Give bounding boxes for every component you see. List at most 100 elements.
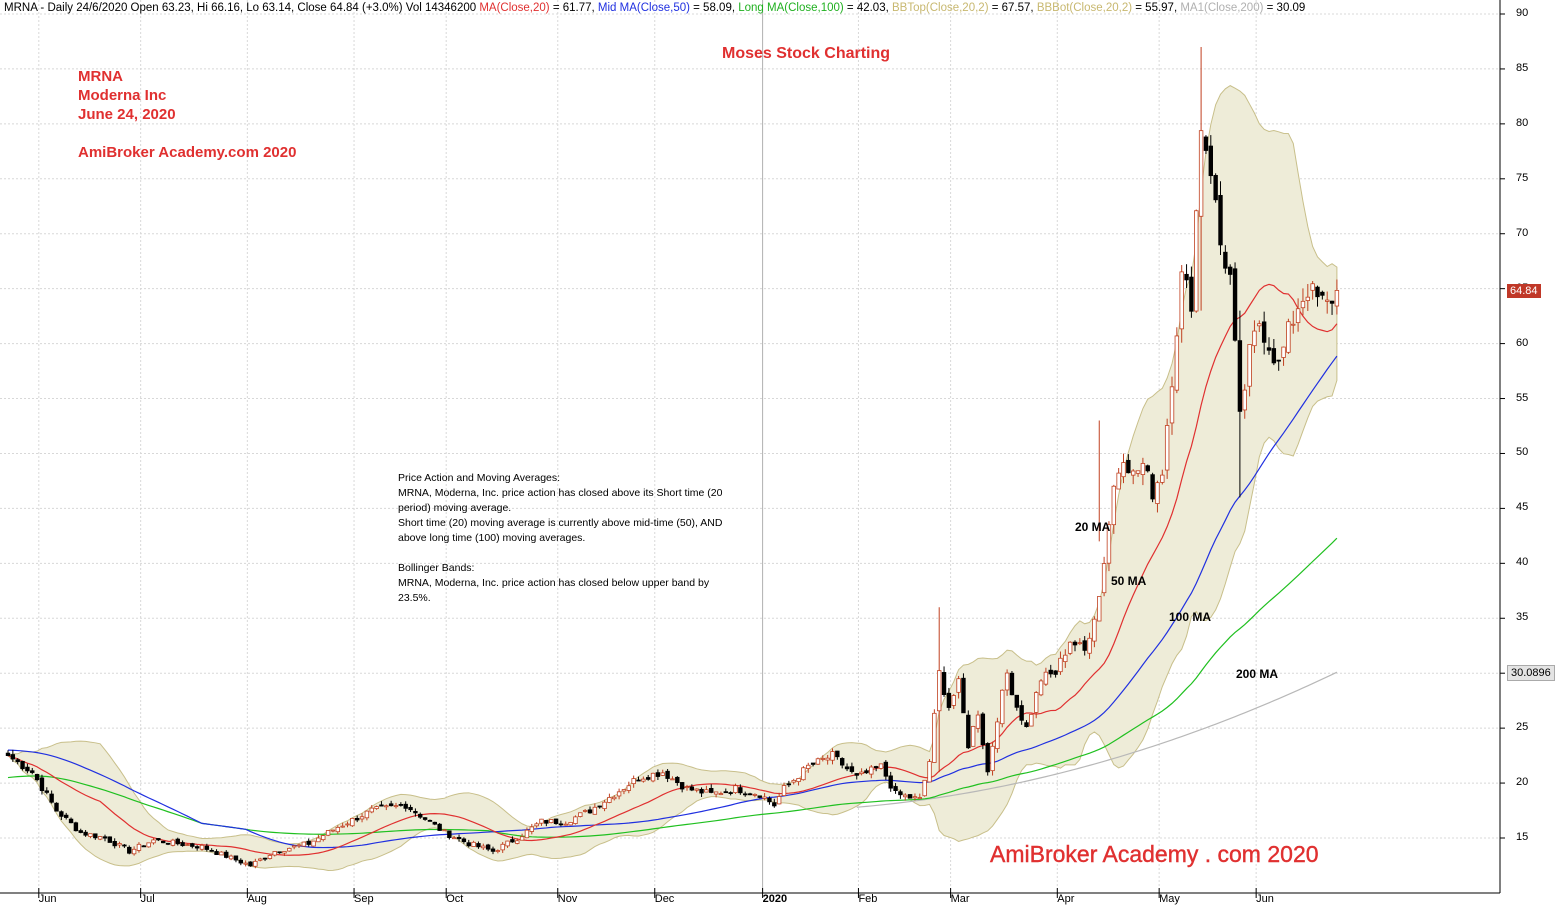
y-tick-label: 70 (1516, 226, 1529, 239)
candle-body (68, 818, 74, 824)
candle-body (844, 766, 850, 770)
candle-body (568, 821, 573, 826)
header-segment: = 42.03, (843, 2, 892, 14)
candle-body (510, 839, 515, 843)
candle-body (1082, 640, 1087, 651)
candle-body (219, 851, 224, 856)
candle-body (728, 792, 733, 794)
candle-body (738, 787, 743, 794)
candle-body (873, 766, 879, 769)
candle-body (282, 851, 287, 854)
candle-body (956, 678, 961, 693)
candle-body (1266, 347, 1272, 351)
candle-body (408, 806, 413, 811)
candle-body (59, 811, 64, 817)
ma20-line (7, 283, 1338, 856)
candle-body (772, 802, 777, 807)
candle-body (1286, 321, 1291, 353)
indicator-header: MRNA - Daily 24/6/2020 Open 63.23, Hi 66… (4, 2, 1305, 14)
header-segment: = 67.57, (988, 2, 1037, 14)
candle-body (835, 750, 840, 758)
header-segment: = 30.09 (1263, 2, 1306, 14)
candle-body (650, 772, 656, 782)
candle-body (776, 796, 782, 805)
candle-body (30, 770, 35, 773)
candle-body (456, 836, 462, 840)
candle-body (869, 766, 874, 775)
candle-body (941, 672, 947, 695)
candle-body (1063, 654, 1068, 663)
candle-body (515, 840, 520, 844)
candle-body (534, 823, 539, 827)
candle-body (54, 802, 59, 812)
y-tick-label: 60 (1516, 336, 1529, 349)
candle-body (519, 836, 525, 841)
candle-body (500, 843, 505, 851)
candle-body (388, 803, 394, 807)
candle-body (1097, 596, 1102, 622)
candle-body (359, 816, 365, 820)
candle-body (146, 842, 151, 848)
candle-body (1140, 463, 1146, 475)
candle-body (418, 813, 423, 818)
candle-body (893, 786, 898, 791)
candle-body (723, 791, 728, 794)
candle-body (1203, 136, 1209, 151)
candle-body (1174, 335, 1180, 391)
candle-body (815, 758, 821, 765)
candle-body (466, 842, 471, 847)
candle-body (495, 850, 501, 852)
candle-body (709, 787, 714, 793)
y-tick-label: 20 (1516, 776, 1529, 789)
candle-body (1218, 195, 1223, 246)
ma100-label: 100 MA (1169, 610, 1212, 624)
candle-body (859, 771, 864, 774)
candle-body (946, 692, 952, 708)
candle-body (224, 851, 229, 858)
candle-body (1019, 705, 1024, 721)
y-tick-label: 45 (1516, 501, 1529, 514)
candle-body (1329, 300, 1335, 304)
candle-body (883, 761, 889, 777)
candle-body (10, 754, 16, 760)
candle-body (432, 821, 437, 825)
candle-body (64, 814, 69, 818)
candle-body (539, 818, 544, 824)
candle-body (447, 830, 452, 839)
candle-body (1072, 641, 1078, 646)
analysis-notes: Price Action and Moving Averages: MRNA, M… (398, 471, 778, 606)
candle-body (248, 861, 253, 867)
candle-body (20, 760, 25, 770)
candle-body (670, 778, 675, 781)
candle-body (704, 789, 709, 793)
candle-body (214, 851, 219, 856)
candle-body (194, 846, 200, 849)
candle-body (112, 841, 117, 847)
candle-body (1058, 657, 1063, 673)
candle-body (1325, 299, 1330, 302)
x-tick-label: Feb (858, 893, 878, 905)
candle-body (995, 721, 1000, 749)
candle-body (136, 843, 142, 851)
candle-body (544, 819, 549, 824)
moving-averages (7, 283, 1338, 856)
candle-body (747, 793, 753, 796)
candle-body (713, 791, 719, 795)
candle-body (1145, 465, 1150, 472)
candle-body (311, 840, 316, 847)
candle-body (1194, 210, 1199, 312)
candle-body (752, 793, 758, 796)
candle-body (655, 772, 661, 777)
candle-body (233, 855, 239, 861)
ma50-line (7, 355, 1338, 849)
candle-body (471, 841, 476, 847)
candle-body (912, 796, 918, 799)
candle-body (1135, 470, 1141, 474)
candle-body (1160, 474, 1165, 483)
candle-body (330, 829, 336, 832)
company-label: Moderna Inc (78, 87, 167, 104)
candle-body (878, 763, 884, 769)
candle-body (413, 811, 418, 814)
candle-body (1242, 389, 1247, 411)
candle-body (621, 789, 627, 792)
